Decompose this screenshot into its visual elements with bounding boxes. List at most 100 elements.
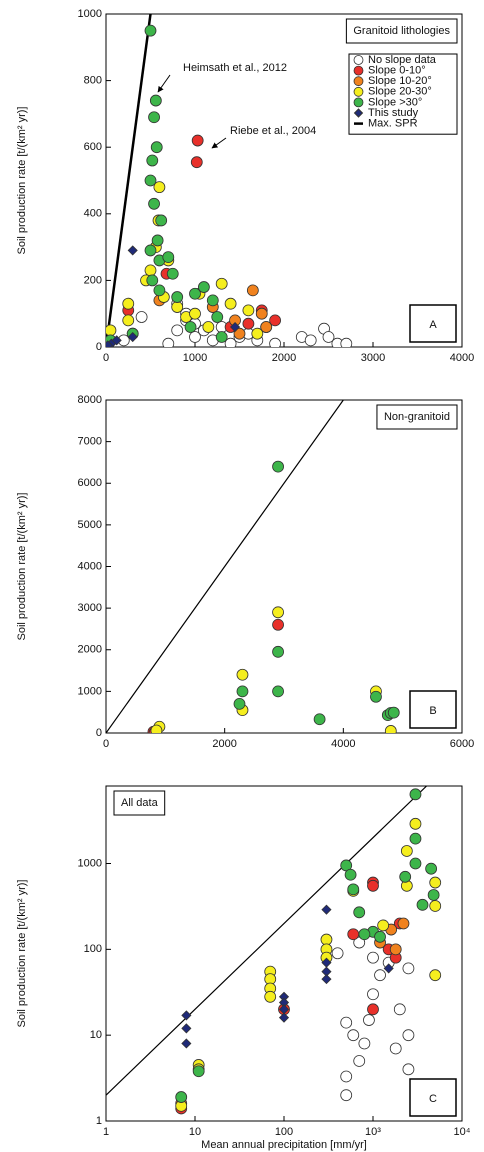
x-tick-label: 0: [103, 352, 109, 364]
panel-note: Non-granitoid: [384, 411, 450, 423]
data-point: [242, 304, 255, 317]
data-point: [353, 906, 366, 919]
data-point: [191, 134, 204, 147]
data-point: [242, 317, 255, 330]
data-point: [215, 331, 228, 343]
x-tick-label: 2000: [212, 738, 236, 750]
panel-label: A: [429, 319, 437, 331]
data-point: [384, 725, 397, 733]
data-point: [255, 307, 268, 320]
note-box: [376, 404, 458, 430]
data-point: [189, 331, 201, 343]
max-spr-line: [106, 14, 152, 347]
data-point: [409, 788, 422, 801]
legend-label: Slope 10-20°: [368, 75, 432, 87]
data-point: [150, 141, 163, 154]
data-point: [370, 690, 382, 703]
plot-area: [106, 14, 353, 347]
max-spr-line: [106, 786, 427, 1096]
data-point: [151, 234, 164, 247]
data-point: [402, 1029, 415, 1042]
data-point: [162, 251, 175, 263]
data-point: [399, 870, 412, 883]
data-point: [322, 331, 335, 343]
y-tick-label: 10: [90, 1029, 102, 1041]
legend-swatch: [353, 65, 364, 76]
data-point: [135, 311, 148, 323]
data-point: [389, 1042, 402, 1055]
panel-label-box: [409, 690, 457, 729]
data-point: [429, 876, 442, 889]
data-point: [211, 311, 224, 323]
y-tick-label: 1000: [78, 8, 102, 20]
y-tick-label: 6000: [78, 477, 102, 489]
annotation-arrow: [157, 74, 171, 93]
panel: 0 2000 4000 6000 0 1000 2000 3000 4000 5000 6000 70…: [16, 394, 474, 750]
data-point: [377, 919, 390, 932]
data-point: [171, 324, 184, 337]
data-point: [429, 900, 442, 912]
annotation: Heimsath et al., 2012: [183, 62, 287, 74]
y-tick-label: 7000: [78, 436, 102, 448]
data-point: [127, 331, 138, 343]
data-point: [122, 297, 135, 310]
legend-swatch: [353, 97, 364, 108]
data-point: [236, 668, 249, 681]
data-point: [272, 645, 284, 658]
annotation-arrow: [211, 137, 227, 149]
legend-label: Slope >30°: [368, 96, 422, 108]
data-point: [320, 933, 333, 946]
data-point: [347, 883, 360, 896]
x-axis-label: Mean annual precipitation [mm/yr]: [201, 1139, 367, 1151]
data-point: [400, 845, 413, 857]
data-point: [215, 277, 228, 290]
data-point: [224, 337, 237, 347]
data-point: [340, 1016, 353, 1029]
data-point: [331, 947, 344, 960]
annotation: Riebe et al., 2004: [230, 125, 316, 137]
data-point: [409, 817, 422, 830]
y-tick-label: 8000: [78, 394, 102, 406]
y-tick-label: 5000: [78, 519, 102, 531]
data-point: [409, 857, 422, 870]
data-point: [197, 281, 210, 293]
data-point: [236, 685, 249, 698]
data-point: [150, 724, 163, 733]
y-tick-label: 2000: [78, 644, 102, 656]
data-point: [425, 862, 438, 875]
data-point: [269, 337, 281, 347]
y-tick-label: 400: [84, 208, 102, 220]
data-point: [272, 685, 284, 698]
data-point: [340, 337, 353, 347]
data-point: [162, 337, 175, 347]
data-point: [192, 1065, 205, 1078]
legend-label: This study: [368, 107, 419, 119]
data-point: [429, 969, 442, 982]
panel-label-box: [409, 1078, 457, 1117]
data-point: [202, 321, 215, 333]
data-point: [111, 335, 122, 346]
data-point: [144, 174, 157, 187]
legend-swatch: [353, 86, 364, 97]
y-tick-label: 0: [96, 727, 102, 739]
data-point: [374, 969, 386, 982]
data-point: [358, 1037, 371, 1050]
data-point: [171, 301, 184, 313]
x-tick-label: 10: [189, 1126, 201, 1138]
data-point: [416, 898, 429, 911]
data-point: [233, 697, 246, 710]
data-point: [347, 928, 360, 941]
data-point: [127, 245, 138, 256]
data-point: [190, 156, 203, 169]
legend-swatch: [353, 108, 364, 118]
data-point: [278, 1012, 290, 1023]
data-point: [358, 928, 371, 941]
panel-label-box: [409, 304, 457, 343]
data-point: [389, 943, 402, 956]
data-point: [393, 1003, 406, 1016]
legend-swatch: [353, 76, 364, 87]
y-tick-label: 600: [84, 141, 102, 153]
data-point: [155, 214, 168, 227]
data-point: [321, 974, 332, 985]
